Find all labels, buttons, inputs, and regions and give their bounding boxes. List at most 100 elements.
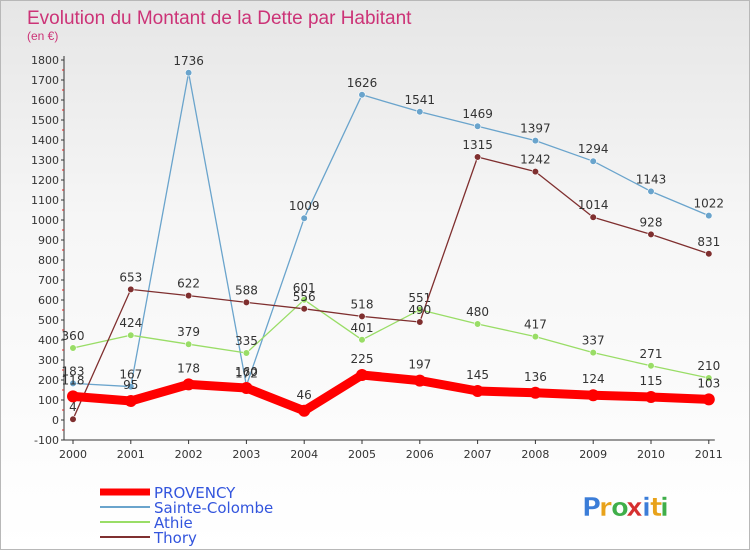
y-tick-label: 800 <box>38 254 59 267</box>
legend-label: Thory <box>153 529 197 547</box>
x-tick-label: 2009 <box>579 448 607 461</box>
data-point <box>358 312 366 321</box>
data-label: 1397 <box>520 122 551 136</box>
data-point <box>705 250 713 258</box>
y-tick-label: -100 <box>34 434 59 447</box>
data-label: 4 <box>69 400 77 414</box>
data-point <box>127 331 135 339</box>
data-label: 1014 <box>578 198 609 212</box>
data-label: 556 <box>293 290 316 304</box>
legend-item: Sainte-Colombe <box>100 499 273 517</box>
data-label: 183 <box>62 364 85 378</box>
data-point <box>416 318 424 326</box>
data-label: 588 <box>235 283 258 297</box>
x-tick-label: 2007 <box>464 448 492 461</box>
data-label: 225 <box>351 352 374 366</box>
y-tick-label: 1700 <box>31 74 59 87</box>
data-label: 401 <box>351 321 374 335</box>
y-tick-label: 0 <box>52 414 59 427</box>
series-line <box>72 156 710 420</box>
data-label: 145 <box>466 368 489 382</box>
data-point <box>185 292 193 300</box>
data-label: 95 <box>123 378 138 392</box>
x-tick-label: 2005 <box>348 448 376 461</box>
data-point <box>67 390 79 403</box>
y-tick-label: 1600 <box>31 94 59 107</box>
data-point <box>416 306 424 314</box>
data-point <box>69 344 77 352</box>
data-label: 46 <box>297 388 312 402</box>
data-point <box>127 383 135 391</box>
series-sainte-colombe: 183 167 1736 172 1009 1626 1541 1469 1397 1294 114… <box>62 54 725 391</box>
data-point <box>705 374 713 382</box>
data-label: 1736 <box>173 54 204 68</box>
data-point <box>413 374 426 387</box>
logo-letter: x <box>626 493 643 523</box>
data-point <box>358 91 366 99</box>
x-tick-label: 2004 <box>290 448 318 461</box>
data-point <box>182 378 195 391</box>
series-provency: 118 95 178 160 46 225 197 145 136 124 115 103 <box>62 352 720 417</box>
data-label: 379 <box>177 325 200 339</box>
data-label: 197 <box>408 358 431 372</box>
data-label: 551 <box>408 291 431 305</box>
data-label: 1315 <box>462 138 493 152</box>
data-point <box>531 168 540 176</box>
data-point <box>647 230 655 238</box>
x-tick-label: 2002 <box>175 448 203 461</box>
data-label: 831 <box>697 235 720 249</box>
y-tick-label: 1000 <box>31 214 59 227</box>
y-tick-label: 700 <box>38 274 59 287</box>
data-point <box>474 320 482 328</box>
data-point <box>474 122 482 130</box>
data-point <box>416 108 424 116</box>
legend-label: Sainte-Colombe <box>154 499 273 517</box>
y-tick-label: 300 <box>38 354 59 367</box>
y-tick-label: 1800 <box>31 54 59 67</box>
data-point <box>185 340 193 348</box>
data-label: 417 <box>524 318 547 332</box>
x-tick-label: 2011 <box>695 448 723 461</box>
data-point <box>531 137 540 145</box>
y-tick-label: 1200 <box>31 174 59 187</box>
series-line <box>72 72 710 388</box>
data-point <box>124 395 137 407</box>
data-point <box>69 415 77 423</box>
data-point <box>702 393 715 406</box>
logo-letter: t <box>650 493 662 523</box>
data-label: 653 <box>119 270 142 284</box>
data-label: 210 <box>697 359 720 373</box>
data-point <box>531 333 540 341</box>
x-tick-label: 2006 <box>406 448 434 461</box>
y-tick-label: 400 <box>38 334 59 347</box>
data-point <box>300 305 308 313</box>
data-label: 480 <box>466 305 489 319</box>
logo-letter: r <box>599 493 612 523</box>
data-label: 424 <box>119 316 142 330</box>
data-label: 1009 <box>289 199 320 213</box>
data-label: 172 <box>235 367 258 381</box>
data-label: 360 <box>62 329 85 343</box>
y-tick-label: 1300 <box>31 154 59 167</box>
data-label: 136 <box>524 370 547 384</box>
y-tick-label: 600 <box>38 294 59 307</box>
x-tick-label: 2010 <box>637 448 665 461</box>
x-tick-label: 2001 <box>117 448 145 461</box>
legend-item: Athie <box>100 514 193 532</box>
data-label: 518 <box>351 297 374 311</box>
data-point <box>300 214 308 222</box>
data-label: 1469 <box>462 107 493 121</box>
data-label: 928 <box>640 215 663 229</box>
data-label: 1294 <box>578 142 609 156</box>
data-point <box>358 336 366 344</box>
y-tick-label: 900 <box>38 234 59 247</box>
data-label: 1022 <box>694 197 725 211</box>
logo-letter: i <box>642 493 651 523</box>
legend-label: Athie <box>154 514 193 532</box>
series-thory: 4 653 622 588 556 518 490 1315 1242 1014 928 831 <box>69 138 720 423</box>
data-point <box>242 349 250 357</box>
data-label: 1143 <box>636 172 667 186</box>
series-line <box>72 299 710 379</box>
logo-letter: P <box>582 493 601 523</box>
